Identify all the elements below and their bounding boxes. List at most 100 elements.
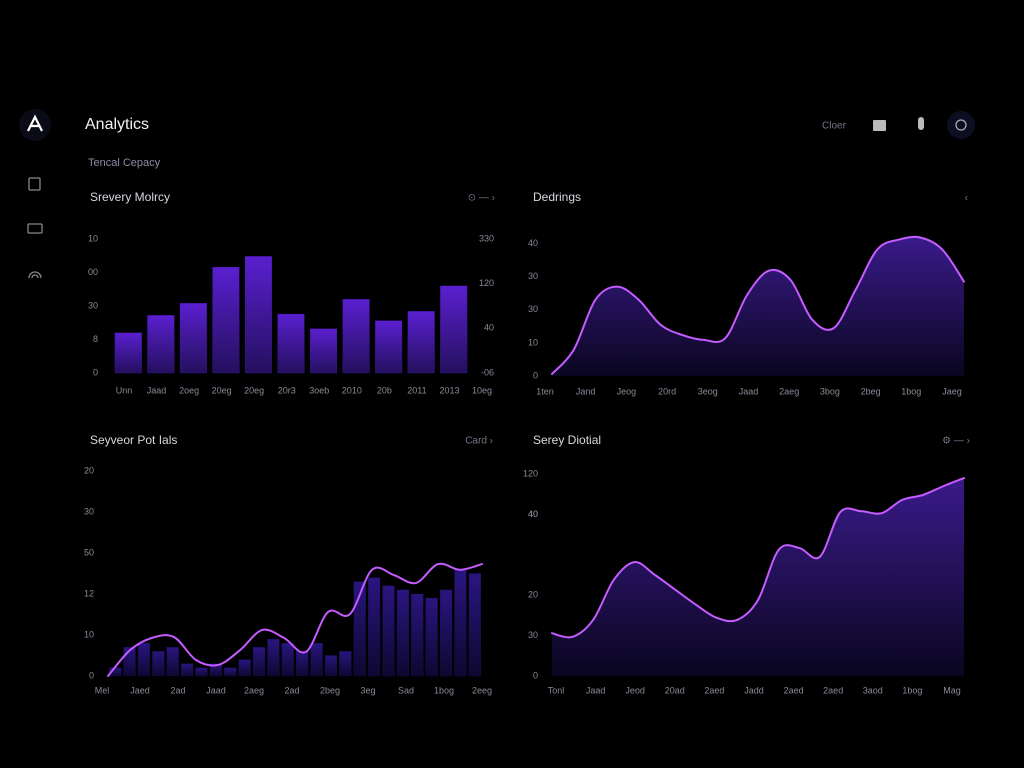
x-tick-label: 2aed [784,685,804,695]
bar [181,663,194,677]
y-tick-label: 40 [528,509,538,519]
bar [396,589,409,677]
y-tick-label: 30 [528,271,538,281]
y-tick-label: 40 [528,238,538,248]
nav-icon-signal[interactable] [28,271,42,279]
x-tick-label: 2aed [704,685,724,695]
y-tick-label: 50 [84,547,94,557]
bar [166,647,179,677]
x-tick-label: 3aod [863,685,883,695]
x-tick-label: 1bog [434,685,454,695]
x-tick-label: 2010 [342,385,362,395]
bar [310,328,338,374]
x-tick-label: Jeog [617,386,637,396]
y-tick-label: 0 [89,670,94,680]
bar [114,332,142,374]
panel-controls[interactable]: ⚙ — › [942,436,970,447]
bar [440,285,468,374]
bar [439,589,453,677]
y-tick-label: 30 [528,304,538,314]
profile-icon [955,119,967,131]
y-tick-label: 00 [88,267,98,277]
x-tick-label: 2013 [439,385,459,395]
mic-icon[interactable] [918,117,924,130]
y-tick-label: 120 [523,468,538,478]
x-tick-label: 3oeb [309,385,329,395]
x-tick-label: Sad [398,685,414,695]
line [107,562,483,677]
bar [137,643,151,677]
bar [152,651,165,677]
x-tick-label: 3eg [360,685,375,695]
y2-tick-label: -06 [481,367,494,377]
bar [468,573,481,677]
bar [382,585,395,677]
sidebar [19,109,51,279]
bar [339,651,352,677]
bar [147,315,175,374]
line [551,235,965,376]
nav-icon-reports[interactable] [28,177,41,191]
y-tick-label: 40 [528,509,538,519]
bar [353,581,366,677]
page-subtitle: Tencal Cepacy [88,157,161,169]
y-tick-label: 0 [93,367,98,377]
x-tick-label: 2aeg [244,685,264,695]
y-tick-label: 20 [84,465,94,475]
x-tick-label: Unn [116,385,133,395]
x-tick-label: 2ad [170,685,185,695]
bar [209,663,222,677]
x-tick-label: Jaad [147,385,167,395]
x-tick-label: 20rd [658,386,676,396]
x-tick-label: 1ten [536,386,554,396]
bar [224,667,237,677]
x-tick-label: 3bog [820,386,840,396]
bar [411,593,424,677]
x-tick-label: Jand [576,386,596,396]
x-tick-label: 2beg [320,685,340,695]
panel-title: Srevery Molrcy [90,190,170,204]
bar [425,597,438,677]
x-tick-label: Jaad [586,685,606,695]
x-tick-label: Tonl [548,685,565,695]
logo [27,114,43,132]
x-tick-label: Jaeg [942,386,962,396]
x-tick-label: 20ad [665,685,685,695]
bar [310,643,323,677]
panel-controls[interactable]: Card › [465,436,493,447]
x-tick-label: Jaad [739,386,759,396]
y-tick-label: 0 [533,670,538,680]
bar [179,303,207,374]
y-tick-label: 30 [88,300,98,310]
line [551,477,965,639]
x-tick-label: 20eg [212,385,232,395]
header-button[interactable]: Cloer [822,121,847,132]
x-tick-label: 2011 [407,385,426,395]
y-tick-label: 8 [93,334,98,344]
x-tick-label: 1bog [901,386,921,396]
bar [277,313,305,374]
bar [244,256,272,374]
bar [375,320,403,374]
profile-button[interactable] [947,111,975,139]
x-tick-label: 3eog [698,386,718,396]
panel-controls[interactable]: ⊙ — › [468,193,495,204]
x-tick-label: Jadd [744,685,764,695]
x-tick-label: 2aed [823,685,843,695]
panel-controls[interactable]: ‹ [965,193,968,204]
bar [368,577,381,677]
panel-title: Dedrings [533,190,581,204]
y-tick-label: 0 [533,370,538,380]
bar [267,638,280,677]
nav-icon-mail[interactable] [27,223,43,234]
bar [195,667,208,677]
folder-icon[interactable] [873,120,886,131]
bar [407,311,435,374]
y-tick-label: 10 [88,233,98,243]
bar [281,643,294,677]
x-tick-label: 2ad [284,685,299,695]
y-tick-label: 12 [84,588,94,598]
bar [342,299,370,374]
bar [123,647,136,677]
